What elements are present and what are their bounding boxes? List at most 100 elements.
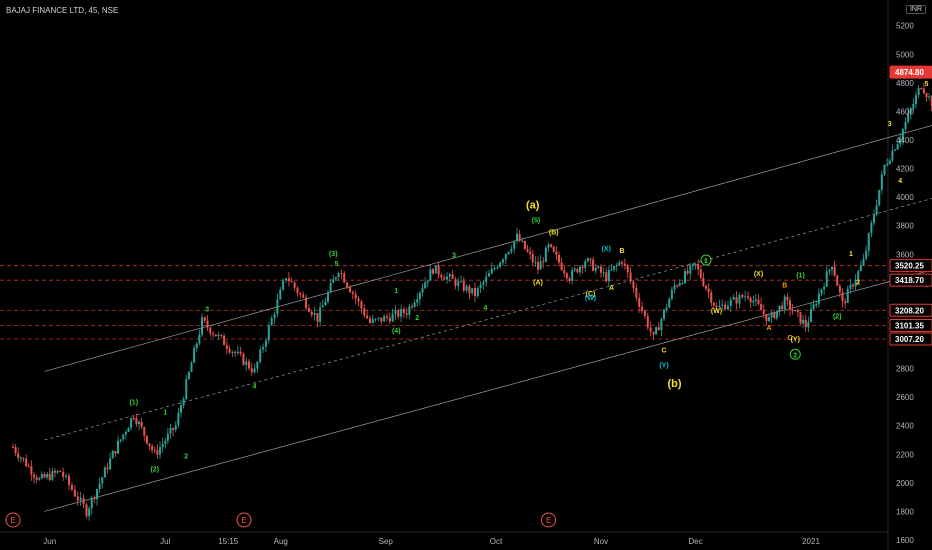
x-tick-label: Jul xyxy=(160,537,170,546)
candle-body xyxy=(550,244,553,247)
candle-body xyxy=(201,317,203,335)
candle-body xyxy=(880,174,883,190)
candle-body xyxy=(351,292,354,295)
candle-body xyxy=(279,289,282,300)
candle-body xyxy=(145,435,148,444)
candle-body xyxy=(641,306,644,311)
candle-body xyxy=(757,299,760,305)
candle-body xyxy=(106,467,109,470)
candle-body xyxy=(875,205,878,215)
candle-body xyxy=(610,269,613,271)
currency-badge[interactable]: INR xyxy=(905,5,926,14)
candle-body xyxy=(363,308,366,316)
candle-body xyxy=(380,317,383,322)
candle-body xyxy=(657,327,660,331)
y-tick-label: 2400 xyxy=(896,422,914,431)
candle-body xyxy=(804,319,807,328)
candle-body xyxy=(468,286,471,294)
candle-body xyxy=(560,262,563,270)
candle-body xyxy=(699,269,702,278)
candle-body xyxy=(270,318,273,326)
candle-body xyxy=(79,497,82,501)
candle-body xyxy=(796,310,799,313)
candle-body xyxy=(122,434,125,440)
candle-body xyxy=(663,309,665,320)
candle-body xyxy=(638,297,641,307)
candle-body xyxy=(794,310,797,312)
candle-body xyxy=(521,240,524,242)
wave-label: (W) xyxy=(585,295,596,302)
candle-body xyxy=(182,398,185,406)
wave-label: 3 xyxy=(452,252,456,259)
candle-body xyxy=(594,267,597,271)
candle-body xyxy=(607,269,610,282)
candle-body xyxy=(228,348,231,353)
candle-body xyxy=(327,292,329,302)
candle-body xyxy=(707,288,710,293)
candle-body xyxy=(589,258,592,260)
candle-body xyxy=(565,273,568,279)
candle-body xyxy=(212,333,215,335)
wave-label: A xyxy=(766,325,771,332)
candle-body xyxy=(51,470,54,480)
candle-body xyxy=(190,362,193,372)
candle-body xyxy=(768,317,770,322)
candle-body xyxy=(285,278,287,281)
wave-label-circle xyxy=(700,254,712,266)
wave-label: 2 xyxy=(793,352,797,359)
wave-label: (1) xyxy=(796,272,805,279)
candle-body xyxy=(928,96,931,98)
wave-label: 5 xyxy=(334,261,338,268)
x-tick-label: Nov xyxy=(594,537,608,546)
candle-body xyxy=(844,301,847,303)
candle-body xyxy=(43,474,46,478)
candle-body xyxy=(30,466,33,475)
candle-body xyxy=(273,314,276,319)
wave-label: (A) xyxy=(533,279,543,286)
candle-body xyxy=(621,262,623,264)
candle-body xyxy=(416,299,419,303)
candle-body xyxy=(786,296,789,301)
candle-body xyxy=(293,282,296,288)
candle-body xyxy=(385,316,388,318)
candle-body xyxy=(374,318,377,320)
candle-body xyxy=(537,262,539,270)
candle-body xyxy=(510,248,513,252)
candle-body xyxy=(729,299,732,306)
candle-body xyxy=(62,471,65,477)
candle-body xyxy=(802,319,805,324)
candle-body xyxy=(555,251,558,255)
candle-body xyxy=(747,296,749,298)
candle-body xyxy=(513,240,516,249)
candle-body xyxy=(119,439,122,441)
wave-label: 3 xyxy=(888,121,892,128)
candle-body xyxy=(810,308,812,322)
wave-label: C xyxy=(787,335,792,342)
wave-label: 5 xyxy=(925,81,929,88)
candle-body xyxy=(56,470,59,473)
y-tick-label: 1600 xyxy=(896,536,914,545)
candle-body xyxy=(310,311,313,315)
candle-body xyxy=(544,247,547,262)
candle-body xyxy=(825,271,828,287)
candle-body xyxy=(448,274,451,277)
candle-body xyxy=(187,371,190,380)
candle-body xyxy=(185,379,188,399)
candle-body xyxy=(586,258,589,262)
candle-body xyxy=(673,285,676,290)
candle-body xyxy=(400,309,403,317)
candle-body xyxy=(854,279,857,287)
candle-body xyxy=(140,421,143,428)
candle-body xyxy=(563,269,566,274)
x-tick-label: Dec xyxy=(688,537,702,546)
candle-body xyxy=(443,277,446,280)
candle-body xyxy=(287,278,290,282)
candle-body xyxy=(904,121,907,130)
wave-label: (X) xyxy=(602,246,611,253)
candle-body xyxy=(502,259,504,263)
candle-body xyxy=(749,297,752,303)
candle-body xyxy=(465,286,468,291)
candle-body xyxy=(153,449,156,451)
candle-body xyxy=(665,307,668,310)
